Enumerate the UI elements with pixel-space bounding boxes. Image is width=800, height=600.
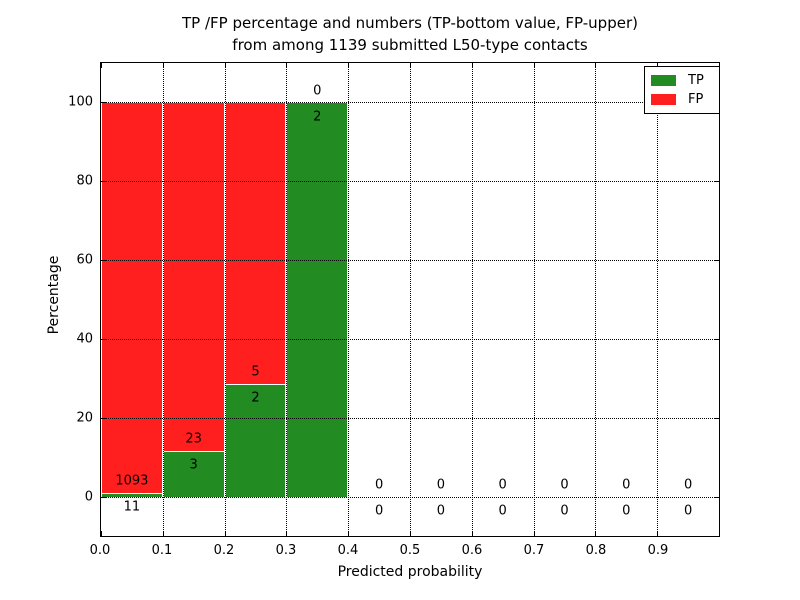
x-tick-label: 0.6 [461,543,483,558]
x-tick [471,531,473,536]
x-tick [595,63,597,68]
x-tick-label: 0.3 [275,543,297,558]
bar-count-label-tp: 2 [251,390,260,406]
gridline-v [286,63,288,536]
bar-count-label-tp: 0 [683,503,693,519]
gridline-v [657,63,659,536]
bar-count-label-fp: 0 [436,477,446,493]
gridline-v [533,63,535,536]
x-tick [224,531,226,536]
bar-segment-fp [101,102,163,493]
x-tick [224,63,226,68]
bar-count-label-tp: 0 [622,503,631,519]
x-tick [348,63,350,68]
y-tick [101,181,106,183]
tp-legend-swatch [651,75,676,86]
y-tick [101,260,106,262]
bar-count-label-fp: 0 [622,477,631,493]
x-axis-tick-labels: 0.0 0.1 0.2 0.3 0.4 0.5 0.6 0.7 0.8 0.9 [90,543,720,561]
x-tick-label: 0.4 [337,543,359,558]
bar-segment-fp [224,102,287,384]
y-tick [714,181,719,183]
x-tick [533,531,535,536]
x-tick [101,63,102,68]
fp-legend-swatch [651,94,676,105]
bar-segment-tp [101,492,163,497]
bar-count-label-tp: 2 [313,109,322,125]
x-tick [162,531,164,536]
x-tick [410,531,411,536]
x-tick [657,63,659,68]
x-tick-label: 0.9 [647,543,669,558]
bar-segment-tp [224,383,287,497]
x-tick [657,531,659,536]
x-tick [471,63,473,68]
y-tick [101,417,106,419]
bar-count-label-tp: 0 [560,503,569,519]
legend-row-fp: FP [651,90,713,109]
y-tick [714,260,719,262]
bar-count-label-fp: 0 [560,477,569,493]
chart-title-line1: TP /FP percentage and numbers (TP-bottom… [182,14,638,32]
gridline-v [224,63,226,536]
x-axis-label: Predicted probability [337,564,483,580]
bar-count-label-tp: 11 [123,499,141,515]
y-tick [714,338,719,340]
y-tick [714,417,719,419]
x-tick [533,63,535,68]
y-tick-label: 100 [68,94,93,110]
x-tick [101,531,102,536]
x-tick-label: 0.2 [213,543,235,558]
x-tick [410,63,411,68]
y-tick [101,496,106,498]
bar-segment-fp [162,102,225,452]
y-tick-label: 20 [76,410,93,426]
x-tick [162,63,164,68]
bar-count-label-fp: 23 [185,431,202,447]
x-tick [286,531,288,536]
x-tick-label: 0.1 [151,543,173,558]
gridline-v [348,63,350,536]
bar-segment-tp [286,102,349,497]
y-tick-label: 40 [76,331,93,347]
legend: TP FP [644,66,720,114]
x-tick-label: 0.5 [399,543,421,558]
x-tick [286,63,288,68]
y-tick-label: 60 [76,252,93,268]
x-tick [348,531,350,536]
gridline-v [471,63,473,536]
legend-row-tp: TP [651,71,713,90]
bar-count-label-tp: 0 [374,503,384,519]
gridline-v [410,63,411,536]
chart-title-line2: from among 1139 submitted L50-type conta… [232,36,588,54]
plot-area: 1093 11 23 3 5 2 0 2 0 0 0 0 0 0 0 0 0 0 0 0 [100,62,720,537]
y-axis-label: Percentage [46,255,62,335]
fp-legend-label: FP [688,92,704,107]
bar-count-label-fp: 1093 [115,473,149,489]
x-tick-label: 0.7 [523,543,545,558]
tp-legend-label: TP [688,73,704,88]
bar-count-label-fp: 0 [498,477,507,493]
gridline-v [595,63,597,536]
y-axis-tick-labels: 0 20 40 60 80 100 [40,62,93,537]
bar-count-label-fp: 0 [313,83,322,99]
x-tick-label: 0.0 [89,543,111,558]
y-tick [101,338,106,340]
bar-count-label-tp: 3 [189,457,198,473]
bar-count-label-tp: 0 [436,503,446,519]
x-tick-label: 0.8 [585,543,607,558]
y-tick [101,102,106,104]
bar-count-label-tp: 0 [498,503,507,519]
gridline-v [162,63,164,536]
bar-count-label-fp: 5 [251,364,260,380]
chart-title: TP /FP percentage and numbers (TP-bottom… [100,12,720,56]
y-tick-label: 80 [76,173,93,189]
bar-count-label-fp: 0 [374,477,384,493]
y-tick-label: 0 [84,489,93,505]
bar-count-label-fp: 0 [683,477,693,493]
y-tick [714,496,719,498]
x-tick [595,531,597,536]
